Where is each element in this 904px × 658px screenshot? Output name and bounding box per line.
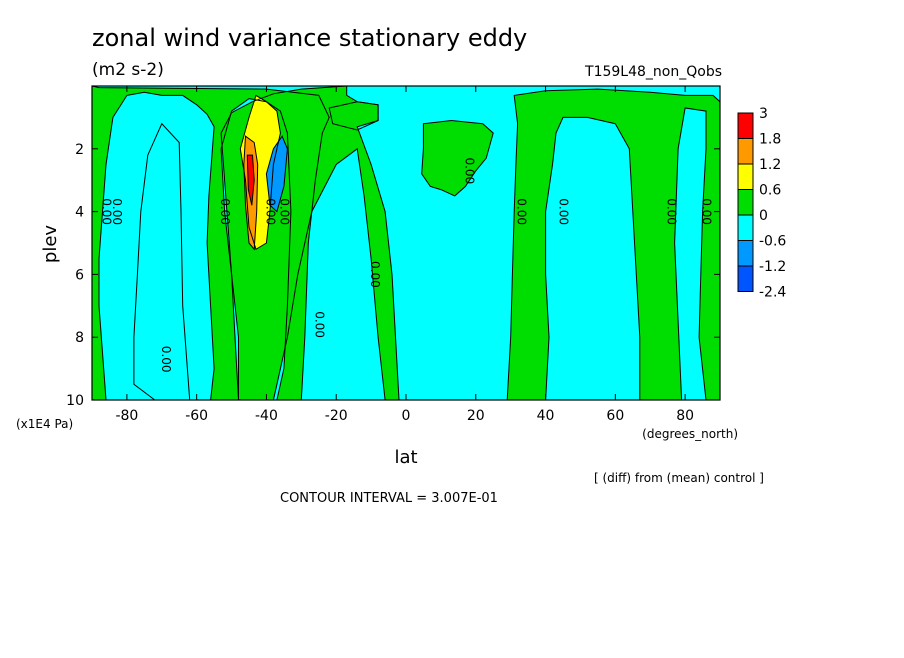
plot-area: 0.000.00 0.00 0.00 0.000.000.000.000.000.00… (66, 85, 721, 424)
y-tick-label: 6 (75, 267, 84, 283)
y-ticks: 2 4 6 8 10 (66, 142, 720, 409)
contour-line-6 (246, 154, 255, 206)
colorbar-label: 1.8 (759, 132, 781, 148)
x-tick-label: 40 (537, 408, 555, 424)
contour-line-7 (265, 135, 288, 213)
shaded-region-9 (507, 89, 720, 400)
x-tick-label: -40 (255, 408, 278, 424)
y-tick-label: 4 (75, 205, 84, 221)
colorbar-swatch (737, 163, 754, 190)
colorbar-label: -2.4 (759, 285, 786, 301)
shaded-regions (92, 86, 720, 400)
contour-label-12: 0.00 (700, 198, 714, 225)
colorbar-swatch (737, 240, 754, 267)
contour-label-10: 0.00 (557, 198, 571, 225)
x-axis-label: lat (394, 447, 417, 468)
contour-label-2: 0.00 (218, 198, 232, 225)
contour-line-5 (243, 135, 259, 251)
contour-lines (91, 85, 721, 401)
colorbar-swatch (737, 265, 754, 292)
y-tick-label: 8 (75, 330, 84, 346)
chart-title: zonal wind variance stationary eddy (92, 24, 527, 52)
contour-label-3: 0.00 (263, 198, 277, 225)
contour-label-4: 0.00 (277, 198, 291, 225)
chart-units: (m2 s-2) (92, 60, 164, 80)
plot-background (92, 86, 720, 400)
contour-line-1 (133, 122, 191, 401)
colorbar-swatch (737, 189, 754, 216)
contour-label-7: 0.00 (159, 346, 173, 373)
x-tick-label: -60 (185, 408, 208, 424)
contour-line-8 (421, 119, 494, 197)
x-ticks: -80 -60 -40 -20 0 20 40 60 80 (115, 86, 694, 424)
x-tick-label: -20 (325, 408, 348, 424)
colorbar-label: 1.2 (759, 157, 781, 173)
colorbar-label: -1.2 (759, 259, 786, 275)
diff-note: [ (diff) from (mean) control ] (594, 471, 764, 485)
colorbar-swatch (737, 214, 754, 241)
contour-interval: CONTOUR INTERVAL = 3.007E-01 (280, 491, 498, 506)
contour-line-9 (506, 88, 721, 401)
x-tick-label: 80 (676, 408, 694, 424)
colorbar-label: -0.6 (759, 234, 786, 250)
contour-label-8: 0.00 (462, 157, 476, 184)
colorbar-label: 0 (759, 208, 768, 224)
colorbar-swatch (737, 138, 754, 165)
x-axis-units: (degrees_north) (642, 427, 738, 441)
colorbar: 3 1.8 1.2 0.6 0 -0.6 -1.2 -2.4 (737, 106, 786, 301)
run-label: T159L48_non_Qobs (584, 64, 722, 80)
y-axis-units: (x1E4 Pa) (16, 417, 73, 431)
contour-labels: 0.000.00 0.00 0.00 0.000.000.000.000.000.00… (100, 157, 714, 372)
shaded-region-8 (421, 120, 494, 196)
x-tick-label: 0 (402, 408, 411, 424)
colorbar-label: 0.6 (759, 183, 781, 199)
contour-label-0: 0.00 (100, 198, 114, 225)
x-tick-label: 20 (467, 408, 485, 424)
contour-label-5: 0.00 (312, 311, 326, 338)
colorbar-swatch (737, 112, 754, 139)
contour-label-6: 0.00 (368, 261, 382, 288)
contour-label-9: 0.00 (515, 198, 529, 225)
y-tick-label: 2 (75, 142, 84, 158)
contour-line-3 (220, 85, 400, 401)
x-tick-label: -80 (115, 408, 138, 424)
contour-line-4 (239, 94, 281, 251)
contour-label-1: 0.00 (110, 198, 124, 225)
y-tick-label: 10 (66, 393, 84, 409)
contour-label-11: 0.00 (665, 198, 679, 225)
y-axis-label: plev (40, 225, 61, 264)
colorbar-label: 3 (759, 106, 768, 122)
x-tick-label: 60 (606, 408, 624, 424)
contour-line-0 (91, 85, 330, 401)
shaded-region-1 (133, 123, 190, 400)
shaded-region-0 (92, 86, 330, 400)
